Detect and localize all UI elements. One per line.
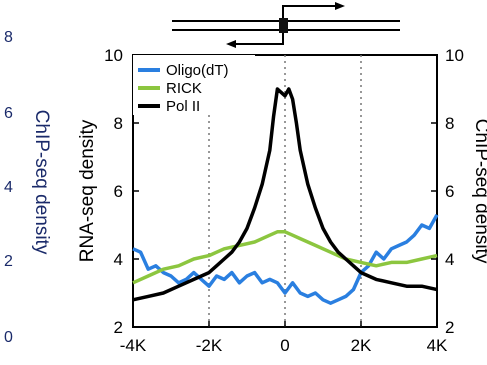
- y-right-tick-label-3: 8: [445, 114, 454, 133]
- y-right-tick-label-4: 10: [445, 46, 464, 65]
- series-line-pol-ii: [132, 87, 438, 302]
- y-right-tick-label-0: 2: [445, 318, 454, 337]
- reverse-transcript-arrow: [236, 33, 284, 45]
- x-ticks: -4K -2K 0 2K 4K: [120, 321, 448, 355]
- left-fragment-tick-2: 4: [4, 179, 13, 196]
- left-fragment-ylabel: ChIP-seq density: [31, 110, 52, 255]
- legend-label-pol-ii: Pol II: [166, 98, 200, 115]
- y-ticks-right: 2 4 6 8 10: [431, 46, 464, 337]
- series-layer: [132, 87, 439, 305]
- x-tick-label-0: -4K: [120, 336, 147, 355]
- y-right-tick-label-1: 4: [445, 250, 454, 269]
- y-left-tick-label-2: 6: [114, 182, 123, 201]
- forward-transcript-arrow: [282, 5, 335, 18]
- x-tick-label-1: -2K: [196, 336, 223, 355]
- reverse-arrowhead: [226, 40, 236, 48]
- x-tick-label-3: 2K: [351, 336, 372, 355]
- plot-area: -4K -2K 0 2K 4K 2 4 6 8 10 2 4 6 8 10: [104, 46, 464, 355]
- left-fragment-tick-3: 2: [4, 253, 13, 270]
- left-panel-fragment: ChIP-seq density 8 6 4 2 0: [4, 29, 52, 346]
- legend: Oligo(dT) RICK Pol II: [133, 55, 255, 115]
- y-left-tick-label-3: 8: [114, 114, 123, 133]
- x-tick-label-2: 0: [280, 336, 289, 355]
- series-line-oligo-dt: [132, 213, 439, 305]
- left-fragment-tick-0: 8: [4, 29, 13, 46]
- legend-label-rick: RICK: [166, 80, 202, 97]
- legend-label-oligo-dt: Oligo(dT): [166, 62, 229, 79]
- gene-diagram: [172, 2, 400, 48]
- y-left-tick-label-1: 4: [114, 250, 123, 269]
- y-axis-label-right: ChIP-seq density: [471, 119, 487, 264]
- left-fragment-tick-1: 6: [4, 105, 13, 122]
- y-left-tick-label-4: 10: [104, 46, 123, 65]
- tss-block: [279, 18, 288, 33]
- forward-arrowhead: [335, 2, 345, 10]
- y-right-tick-label-2: 6: [445, 182, 454, 201]
- series-line-rick: [132, 230, 438, 285]
- y-axis-label-left: RNA-seq density: [77, 119, 98, 262]
- left-fragment-tick-4: 0: [4, 329, 13, 346]
- y-left-tick-label-0: 2: [114, 318, 123, 337]
- x-tick-label-4: 4K: [427, 336, 448, 355]
